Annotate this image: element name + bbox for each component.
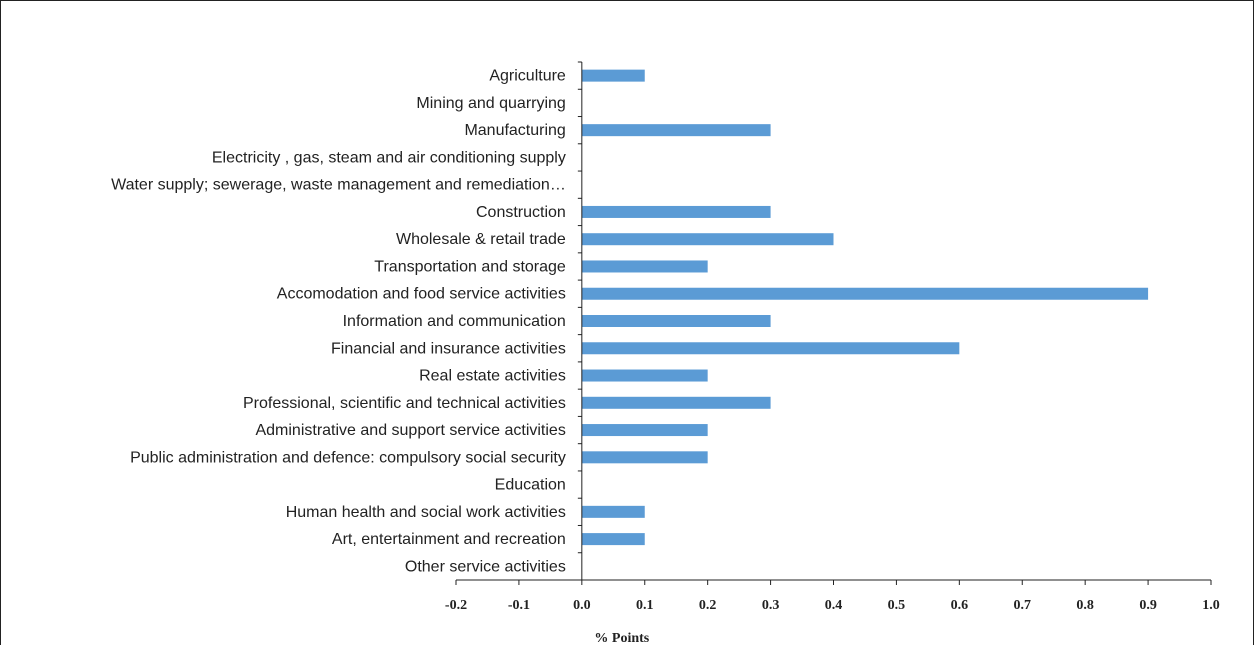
x-tick-label: 0.5 [888, 598, 906, 613]
category-label: Human health and social work activities [286, 504, 566, 521]
category-label: Wholesale & retail trade [396, 231, 566, 248]
bar-2 [581, 124, 771, 137]
category-label: Electricity , gas, steam and air conditi… [212, 149, 566, 166]
category-label: Education [495, 477, 566, 494]
category-label: Professional, scientific and technical a… [243, 395, 566, 412]
category-label: Art, entertainment and recreation [332, 531, 566, 548]
bar-5 [581, 205, 771, 218]
bar-6 [581, 233, 834, 246]
x-tick-label: 0.8 [1076, 598, 1094, 613]
category-label: Real estate activities [419, 368, 566, 385]
bar-8 [581, 287, 1149, 300]
category-label: Accomodation and food service activities [277, 286, 566, 303]
x-tick-labels: -0.2 -0.1 0.0 0.1 0.2 0.3 0.4 0.5 0.6 0.7 0.8 0.9 1.… [445, 598, 1220, 613]
x-tick-label: -0.1 [508, 598, 530, 613]
category-label: Manufacturing [464, 122, 565, 139]
category-label: Construction [476, 204, 566, 221]
bar-12 [581, 396, 771, 409]
x-tick-label: -0.2 [445, 598, 467, 613]
x-tick-label: 0.3 [762, 598, 780, 613]
bars-group [581, 69, 1149, 546]
bar-17 [581, 533, 645, 546]
category-label: Agriculture [489, 68, 566, 85]
x-tick-label: 0.6 [951, 598, 969, 613]
category-label: Mining and quarrying [416, 95, 565, 112]
x-axis-ticks [455, 580, 1212, 585]
category-labels: Agriculture Mining and quarrying Manufactu… [111, 68, 566, 576]
category-label: Administrative and support service activ… [255, 422, 565, 439]
x-axis-title: % Points [594, 631, 649, 646]
category-label: Water supply; sewerage, waste management… [111, 177, 566, 194]
category-label: Public administration and defence: compu… [130, 449, 566, 466]
bar-9 [581, 315, 771, 327]
bar-10 [581, 342, 960, 355]
bar-7 [581, 260, 708, 273]
category-label: Transportation and storage [374, 258, 566, 275]
y-axis-ticks [577, 61, 582, 581]
bar-11 [581, 369, 708, 382]
bar-14 [581, 451, 708, 464]
x-tick-label: 0.2 [699, 598, 717, 613]
category-label: Information and communication [343, 313, 566, 330]
category-label: Other service activities [405, 558, 566, 575]
x-tick-label: 0.4 [825, 598, 843, 613]
x-tick-label: 0.0 [573, 598, 591, 613]
bar-13 [581, 424, 708, 437]
x-tick-label: 0.9 [1139, 598, 1157, 613]
x-tick-label: 0.1 [636, 598, 654, 613]
category-label: Financial and insurance activities [331, 340, 566, 357]
x-tick-label: 1.0 [1202, 598, 1220, 613]
bar-16 [581, 505, 645, 518]
x-tick-label: 0.7 [1014, 598, 1032, 613]
bar-0 [581, 69, 645, 82]
